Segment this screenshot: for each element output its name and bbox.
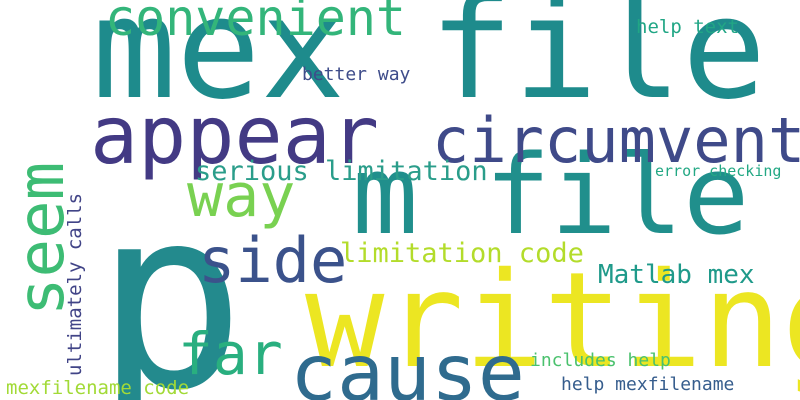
word-matlab-mex: Matlab mex (598, 260, 755, 290)
word-writing: writing (305, 244, 800, 398)
word-mexfilename-code: mexfilename code (6, 377, 190, 399)
word-m-file: m file (352, 131, 750, 259)
word-better-way: better way (302, 64, 411, 85)
word-serious-limitation: serious limitation (195, 156, 488, 187)
word-side: side (198, 224, 348, 297)
word-way: way (187, 161, 296, 231)
word-error-checking: error checking (655, 162, 782, 180)
word-mex-file: mex file (92, 0, 767, 131)
word-includes-help: includes help (530, 350, 671, 371)
word-appear: appear (90, 89, 379, 182)
word-far: far (178, 320, 283, 388)
word-help-text: help text (636, 16, 739, 38)
word-cause: cause (290, 329, 525, 400)
word-ultimately-calls: ultimately calls (64, 192, 86, 376)
word-help-mexfilename: help mexfilename (561, 374, 735, 395)
word-limitation-code: limitation code (340, 238, 584, 269)
word-p: p (95, 154, 246, 400)
word-convenient: convenient (105, 0, 407, 47)
word-circumvent: circumvent (432, 104, 800, 177)
